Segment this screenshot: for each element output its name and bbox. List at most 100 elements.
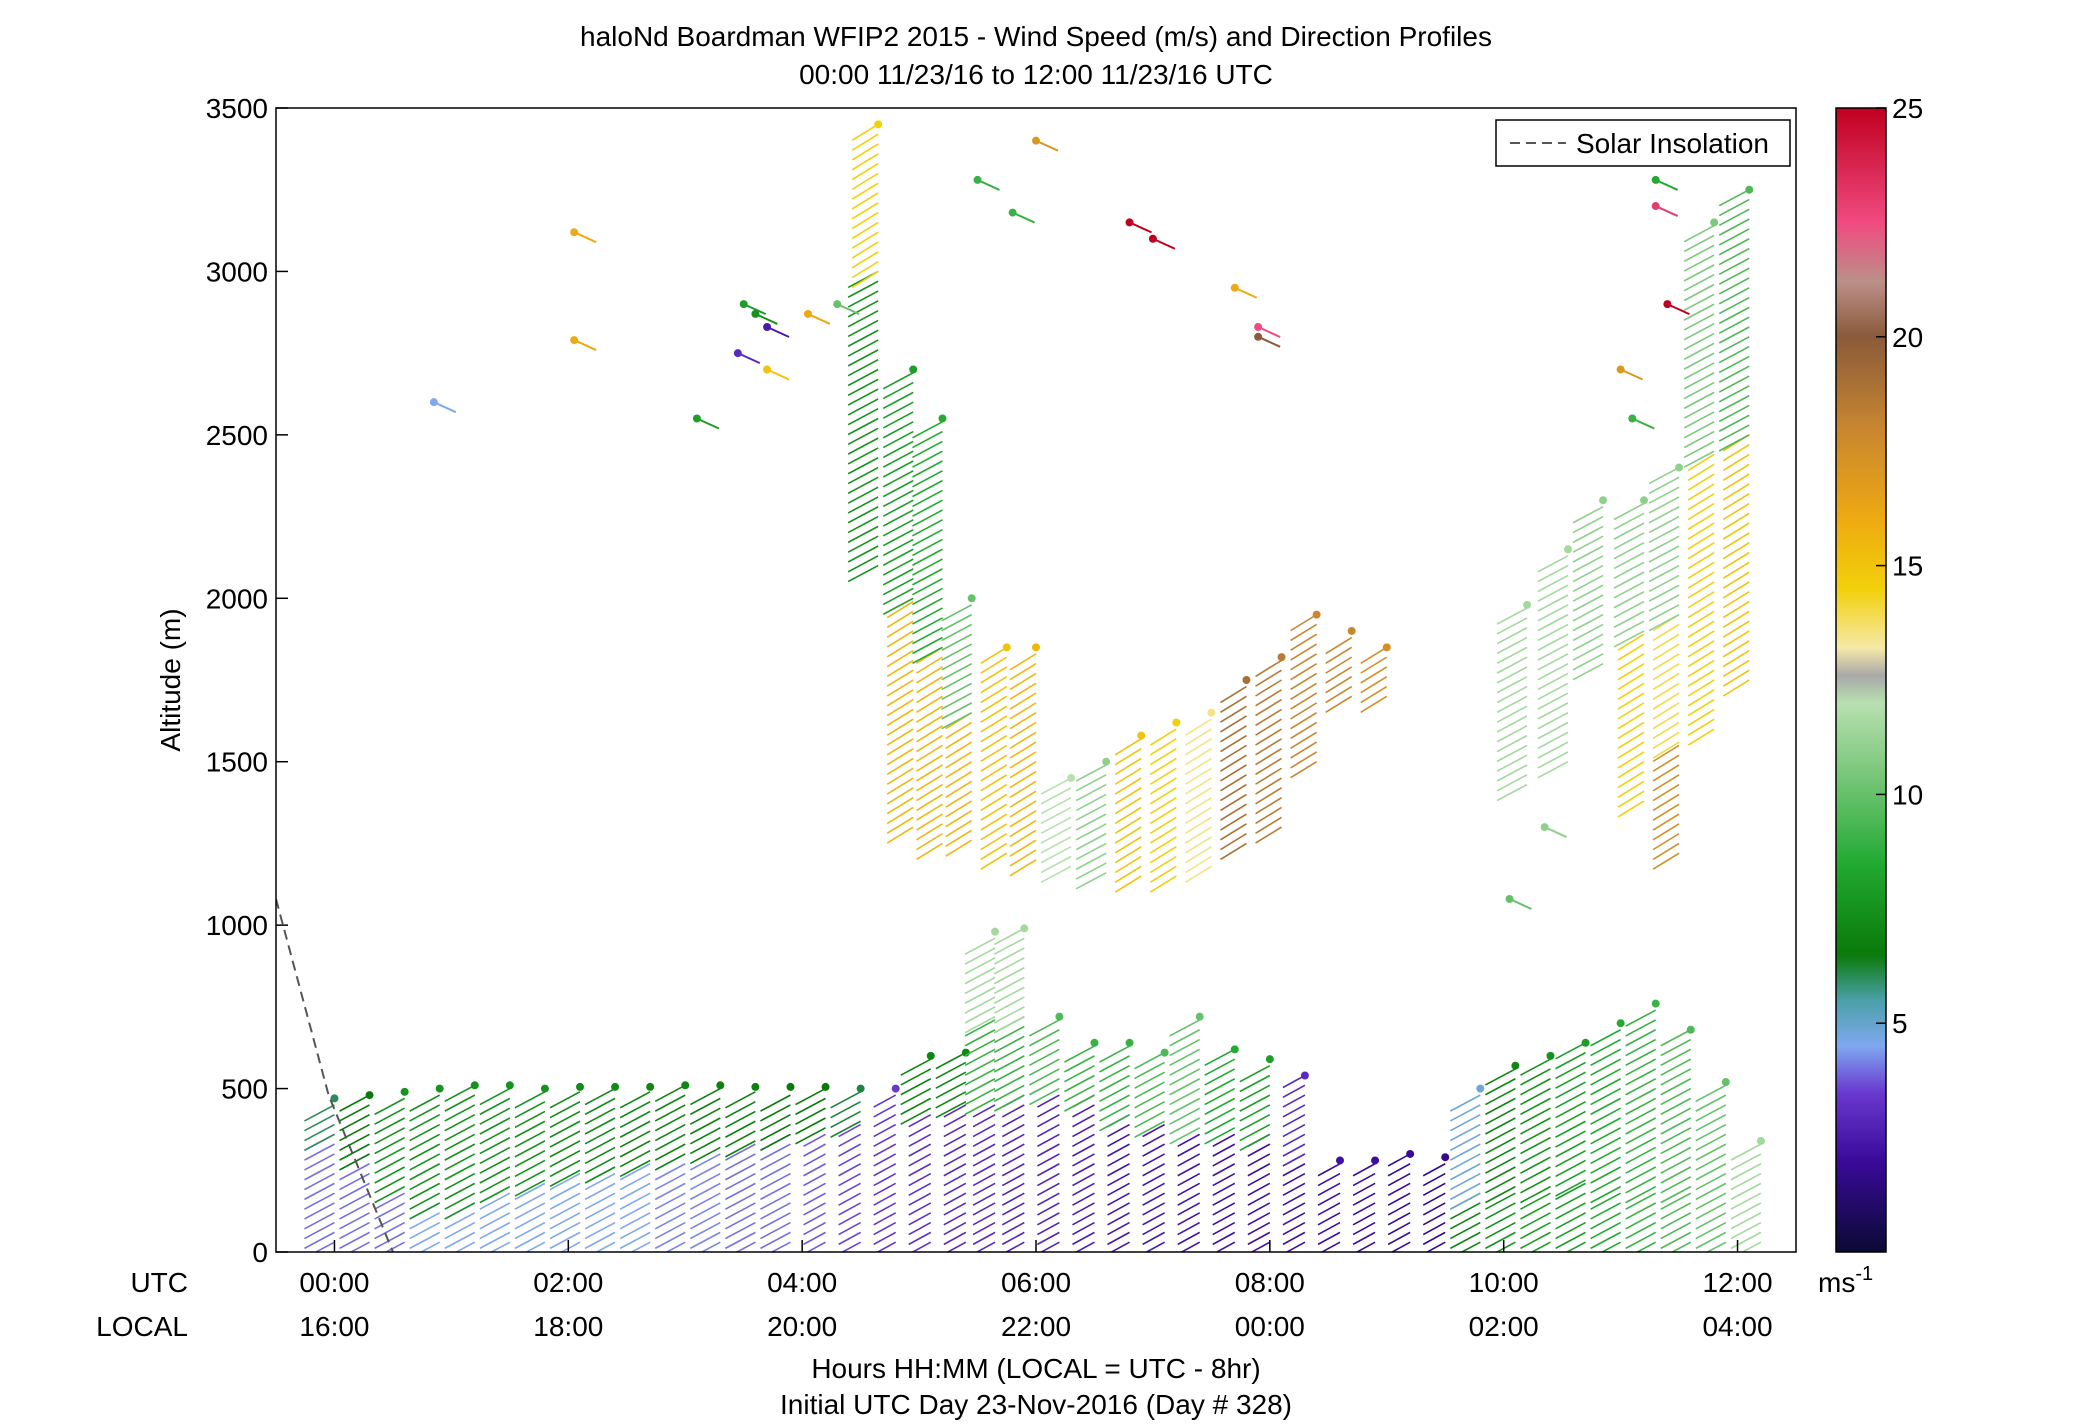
- wind-barb: [374, 1156, 405, 1174]
- wind-barb: [943, 1202, 967, 1216]
- x-tick-label-utc: 12:00: [1702, 1267, 1772, 1298]
- wind-barb: [1075, 852, 1107, 870]
- wind-barb: [1572, 515, 1604, 534]
- wind-barb: [847, 515, 879, 534]
- wind-barb: [1687, 600, 1715, 619]
- wind-profile: [1537, 545, 1572, 779]
- wind-barb: [1001, 1202, 1025, 1216]
- wind-barb: [339, 1221, 370, 1240]
- wind-barb: [1282, 1153, 1306, 1167]
- wind-barb: [882, 548, 914, 566]
- wind-barb: [1730, 1221, 1762, 1240]
- profile-top-dot: [1675, 463, 1684, 472]
- wind-barb: [1114, 767, 1142, 785]
- wind-barb: [803, 1182, 826, 1197]
- wind-barb: [409, 1104, 441, 1122]
- wind-barb: [409, 1221, 441, 1240]
- wind-barb: [1282, 1123, 1306, 1138]
- wind-barb: [1722, 473, 1750, 491]
- wind-barb: [1290, 633, 1318, 651]
- wind-barb: [1149, 865, 1177, 883]
- wind-barb: [725, 1110, 756, 1129]
- utc-row-label: UTC: [130, 1267, 188, 1298]
- wind-barb: [1687, 689, 1715, 707]
- wind-barb: [1009, 682, 1037, 700]
- wind-barb: [1387, 1153, 1411, 1167]
- isolated-barb: [766, 326, 790, 338]
- wind-barb: [1530, 1241, 1551, 1252]
- wind-barb: [1496, 685, 1528, 704]
- wind-barb: [1198, 1251, 1200, 1252]
- wind-barb: [935, 1071, 967, 1089]
- wind-barb: [1255, 679, 1282, 697]
- wind-barb: [943, 1221, 967, 1236]
- x-tick-label-local: 02:00: [1469, 1311, 1539, 1342]
- wind-barb: [1683, 323, 1715, 341]
- wind-barb: [1722, 502, 1750, 521]
- wind-barb: [584, 1212, 616, 1230]
- wind-profile: [1134, 1048, 1169, 1252]
- wind-barb: [1652, 682, 1680, 700]
- wind-barb: [972, 1182, 996, 1197]
- wind-barb: [1204, 1048, 1236, 1067]
- wind-barb: [851, 172, 879, 191]
- wind-barb: [1247, 1192, 1271, 1206]
- wind-barb: [725, 1212, 756, 1230]
- wind-barb: [1072, 1192, 1095, 1206]
- wind-barb: [444, 1163, 476, 1181]
- wind-barb: [916, 715, 943, 733]
- wind-barb: [1572, 613, 1604, 632]
- wind-barb: [941, 613, 973, 632]
- wind-barb: [1485, 1078, 1516, 1096]
- wind-barb: [584, 1202, 616, 1220]
- wind-barb: [1617, 702, 1645, 720]
- wind-barb: [1625, 1117, 1657, 1135]
- isolated-dot: [1651, 202, 1660, 211]
- wind-barb: [1239, 1133, 1271, 1152]
- wind-barb: [1282, 1192, 1306, 1206]
- wind-barb: [1730, 1212, 1762, 1230]
- wind-barb: [916, 754, 943, 772]
- wind-barb: [1695, 1084, 1727, 1103]
- wind-barb: [964, 1038, 996, 1057]
- wind-barb: [1422, 1182, 1446, 1197]
- wind-barb: [980, 715, 1008, 733]
- wind-barb: [619, 1172, 651, 1191]
- wind-barb: [514, 1130, 546, 1148]
- wind-barb: [1204, 1117, 1236, 1135]
- wind-barb: [838, 1212, 861, 1226]
- wind-barb: [1212, 1192, 1236, 1206]
- wind-barb: [1212, 1153, 1236, 1167]
- wind-profile: [1387, 1149, 1415, 1252]
- wind-barb: [1184, 816, 1212, 834]
- wind-barb: [886, 689, 914, 707]
- colorbar-unit-exp: -1: [1855, 1263, 1873, 1285]
- wind-barb: [409, 1231, 441, 1250]
- wind-barb: [725, 1163, 756, 1181]
- wind-barb: [584, 1097, 616, 1116]
- wind-barb: [993, 947, 1025, 965]
- wind-barb: [980, 852, 1008, 870]
- x-axis: 00:0016:0002:0018:0004:0020:0006:0022:00…: [299, 1240, 1773, 1342]
- wind-barb: [1537, 613, 1569, 632]
- wind-barb: [1652, 783, 1680, 802]
- wind-barb: [1099, 1104, 1130, 1122]
- wind-barb: [803, 1221, 826, 1236]
- wind-barb: [374, 1136, 405, 1155]
- wind-barb: [847, 457, 879, 475]
- wind-barb: [479, 1127, 511, 1145]
- wind-barb: [795, 1127, 826, 1145]
- wind-barb: [882, 568, 914, 586]
- wind-barb: [1022, 1251, 1025, 1252]
- wind-barb: [1449, 1172, 1481, 1191]
- wind-barb: [1408, 1251, 1411, 1252]
- wind-profile: [873, 1084, 900, 1252]
- wind-barb: [1142, 1221, 1165, 1236]
- wind-barb: [1718, 414, 1750, 432]
- wind-barb: [339, 1114, 370, 1132]
- wind-barb: [654, 1084, 686, 1103]
- wind-barb: [882, 411, 914, 429]
- wind-barb: [760, 1192, 791, 1210]
- wind-barb: [1555, 1091, 1586, 1109]
- wind-barb: [1075, 783, 1107, 802]
